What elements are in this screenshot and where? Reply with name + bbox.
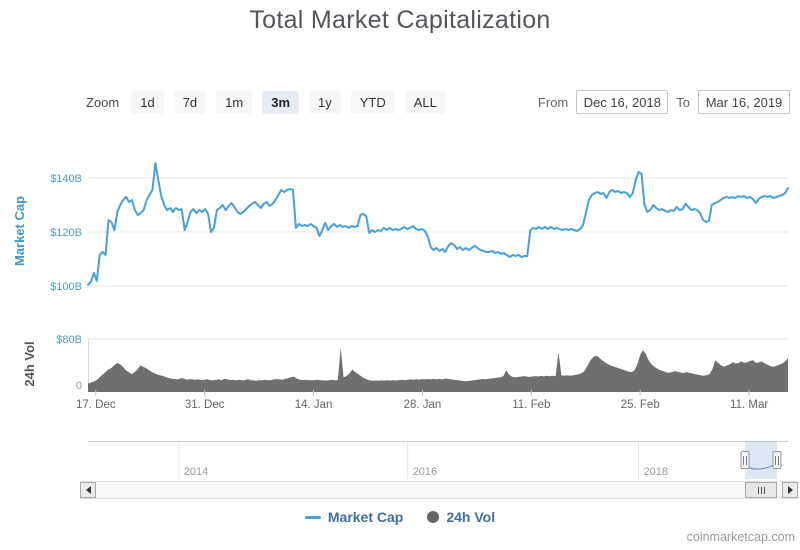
volume-series-area[interactable]: [88, 348, 788, 392]
market-cap-axis-title: Market Cap: [12, 196, 27, 266]
navigator-handle-right[interactable]: [772, 451, 782, 469]
x-axis-tick-label: 31. Dec: [185, 399, 225, 411]
page-title: Total Market Capitalization: [249, 6, 551, 34]
range-button-1y[interactable]: 1y: [309, 90, 341, 114]
scrollbar-right-arrow-button[interactable]: [782, 482, 798, 498]
navigator-year-label: 2014: [184, 466, 208, 478]
navigator-year-label: 2018: [643, 466, 667, 478]
from-date-input[interactable]: [576, 90, 669, 114]
x-axis-tick-label: 11. Mar: [730, 399, 768, 411]
x-axis-tick-label: 11. Feb: [512, 399, 550, 411]
legend-item-market-cap[interactable]: Market Cap: [304, 509, 404, 525]
range-button-1m[interactable]: 1m: [216, 90, 253, 114]
legend-line-marker-icon: [304, 515, 321, 519]
legend-circle-marker-icon: [427, 511, 440, 523]
market-cap-series-line[interactable]: [87, 162, 789, 286]
navigator-selected-range[interactable]: [745, 441, 778, 479]
scrollbar-thumb[interactable]: [745, 482, 777, 498]
legend-item-label: Market Cap: [327, 509, 404, 525]
legend-item-label: 24h Vol: [446, 509, 496, 525]
range-button-all[interactable]: ALL: [404, 90, 446, 114]
range-button-1d[interactable]: 1d: [131, 90, 164, 114]
main-plot-area[interactable]: [88, 150, 788, 392]
to-date-input[interactable]: [698, 90, 790, 114]
right-arrow-icon: [787, 486, 793, 494]
chart-legend: Market Cap 24h Vol: [0, 509, 800, 525]
x-axis-tick-label: 25. Feb: [621, 399, 660, 411]
volume-axis-title: 24h Vol: [22, 341, 37, 386]
navigator-handle-left[interactable]: [740, 451, 750, 469]
x-axis-tick-label: 28. Jan: [404, 399, 442, 411]
scrollbar-left-arrow-button[interactable]: [80, 482, 96, 498]
to-label: To: [676, 94, 690, 110]
y-axis-tick-label: $100B: [50, 281, 82, 293]
left-arrow-icon: [85, 486, 91, 494]
watermark: coinmarketcap.com: [686, 530, 795, 544]
range-button-ytd[interactable]: YTD: [350, 90, 395, 114]
y-axis-tick-label: 0: [76, 380, 82, 392]
legend-item-24h-vol[interactable]: 24h Vol: [427, 509, 495, 525]
x-axis-tick-label: 14. Jan: [295, 399, 333, 411]
range-button-3m[interactable]: 3m: [262, 90, 300, 114]
zoom-label: Zoom: [86, 94, 120, 110]
date-range-controls: From To: [538, 89, 790, 115]
chart-scrollbar-track[interactable]: [80, 481, 798, 499]
navigator-year-label: 2016: [413, 466, 437, 478]
from-label: From: [537, 94, 569, 110]
y-axis-tick-label: $140B: [50, 173, 82, 185]
x-axis-tick-label: 17. Dec: [76, 399, 116, 411]
range-button-7d[interactable]: 7d: [173, 90, 207, 114]
y-axis-tick-label: $120B: [50, 227, 82, 239]
y-axis-tick-label: $80B: [56, 334, 82, 346]
zoom-range-toolbar: Zoom 1d 7d 1m 3m 1y YTD ALL: [86, 89, 446, 115]
range-buttons: 1d 7d 1m 3m 1y YTD ALL: [131, 90, 446, 114]
